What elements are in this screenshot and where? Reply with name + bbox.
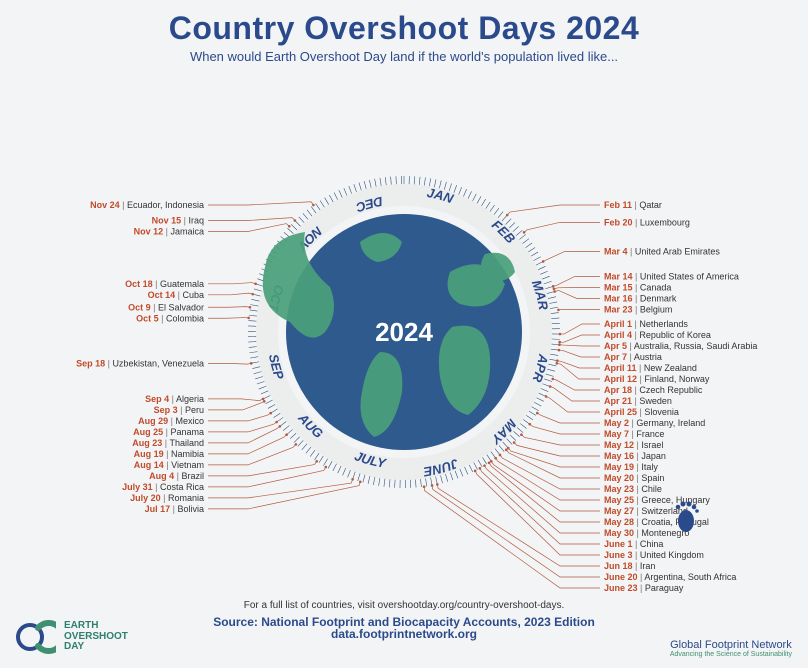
country-entry: Mar 14 | United States of America: [604, 271, 739, 281]
country-entry: Aug 23 | Thailand: [132, 438, 204, 448]
country-entry: May 12 | Israel: [604, 440, 663, 450]
leader-line: [507, 205, 600, 215]
country-entry: Mar 4 | United Arab Emirates: [604, 246, 720, 256]
leader-line: [475, 471, 600, 555]
country-entry: Oct 14 | Cuba: [148, 290, 204, 300]
country-entry: April 1 | Netherlands: [604, 319, 688, 329]
leader-line: [208, 426, 280, 443]
leader-line: [432, 485, 600, 577]
country-entry: Mar 15 | Canada: [604, 282, 671, 292]
country-entry: Feb 20 | Luxembourg: [604, 217, 690, 227]
country-entry: May 16 | Japan: [604, 451, 666, 461]
leader-line: [208, 318, 249, 319]
leader-line: [208, 467, 326, 487]
country-entry: Aug 4 | Brazil: [149, 471, 204, 481]
country-entry: Aug 14 | Vietnam: [134, 460, 204, 470]
leader-line: [521, 435, 600, 445]
country-entry: Apr 18 | Czech Republic: [604, 385, 703, 395]
gfn-logo: Global Footprint Network Advancing the S…: [670, 497, 792, 658]
country-entry: April 25 | Slovenia: [604, 407, 679, 417]
page-title: Country Overshoot Days 2024: [0, 0, 808, 47]
country-entry: July 31 | Costa Rica: [122, 482, 204, 492]
leader-line: [508, 448, 600, 467]
country-entry: Sep 4 | Algeria: [145, 394, 204, 404]
leader-line: [558, 309, 600, 310]
country-entry: May 23 | Chile: [604, 484, 662, 494]
country-entry: Apr 7 | Austria: [604, 352, 662, 362]
country-entry: Aug 19 | Namibia: [134, 449, 204, 459]
country-entry: May 7 | France: [604, 429, 664, 439]
country-entry: Sep 18 | Uzbekistan, Venezuela: [76, 358, 204, 368]
leader-line: [208, 461, 317, 476]
country-entry: Nov 12 | Jamaica: [134, 227, 204, 237]
country-entry: Oct 9 | El Salvador: [128, 302, 204, 312]
leader-line: [491, 461, 600, 511]
leader-line: [559, 345, 600, 346]
leader-line: [208, 422, 277, 432]
country-entry: Apr 5 | Australia, Russia, Saudi Arabia: [604, 341, 757, 351]
leader-line: [208, 224, 289, 232]
leader-line: [553, 379, 600, 390]
leader-line: [550, 387, 600, 401]
country-entry: June 1 | China: [604, 539, 663, 549]
year-label: 2024: [375, 317, 433, 347]
country-entry: Mar 23 | Belgium: [604, 304, 672, 314]
leader-line: [559, 350, 600, 357]
country-entry: May 20 | Spain: [604, 473, 664, 483]
leader-line: [208, 307, 250, 308]
earth-overshoot-day-logo: EARTH OVERSHOOT DAY: [16, 618, 128, 656]
leader-line: [208, 479, 353, 498]
country-entry: Aug 25 | Panama: [133, 427, 204, 437]
leader-line: [555, 290, 600, 298]
leader-line: [496, 458, 600, 500]
country-entry: Apr 21 | Sweden: [604, 396, 672, 406]
leader-line: [560, 324, 600, 334]
leader-line: [208, 401, 264, 410]
leader-line: [560, 335, 600, 342]
country-entry: Mar 16 | Denmark: [604, 293, 677, 303]
country-entry: May 2 | Germany, Ireland: [604, 418, 705, 428]
leader-line: [208, 202, 313, 205]
leader-line: [208, 413, 271, 421]
leader-line: [208, 293, 253, 295]
country-entry: July 20 | Romania: [130, 493, 204, 503]
page-subtitle: When would Earth Overshoot Day land if t…: [0, 49, 808, 64]
country-entry: Oct 5 | Colombia: [136, 313, 204, 323]
leader-line: [546, 396, 600, 412]
leader-line: [553, 276, 600, 286]
country-entry: Jul 17 | Bolivia: [145, 504, 204, 514]
footprint-icon: [670, 497, 792, 634]
leader-line: [485, 466, 600, 533]
country-entry: Sep 3 | Peru: [154, 405, 204, 415]
leader-line: [208, 283, 256, 284]
country-entry: Feb 11 | Qatar: [604, 200, 662, 210]
leader-line: [554, 287, 600, 289]
country-entry: April 4 | Republic of Korea: [604, 330, 711, 340]
country-entry: Aug 29 | Mexico: [138, 416, 204, 426]
country-entry: Nov 24 | Ecuador, Indonesia: [90, 200, 204, 210]
leader-line: [489, 463, 600, 522]
country-entry: May 19 | Italy: [604, 462, 658, 472]
leader-line: [530, 424, 600, 434]
leader-line: [208, 399, 263, 401]
overshoot-icon: [16, 618, 56, 656]
leader-line: [543, 251, 600, 261]
leader-line: [480, 468, 600, 544]
country-entry: Oct 18 | Guatemala: [125, 279, 204, 289]
leader-line: [208, 444, 296, 464]
leader-line: [524, 222, 600, 232]
country-entry: Jun 18 | Iran: [604, 561, 655, 571]
leader-line: [208, 482, 360, 509]
leader-line: [208, 218, 295, 221]
country-entry: April 12 | Finland, Norway: [604, 374, 710, 384]
leader-line: [557, 363, 600, 379]
country-entry: April 11 | New Zealand: [604, 363, 697, 373]
leader-line: [208, 435, 287, 454]
leader-line: [537, 413, 600, 423]
leader-line: [208, 363, 251, 364]
country-entry: Nov 15 | Iraq: [152, 216, 204, 226]
